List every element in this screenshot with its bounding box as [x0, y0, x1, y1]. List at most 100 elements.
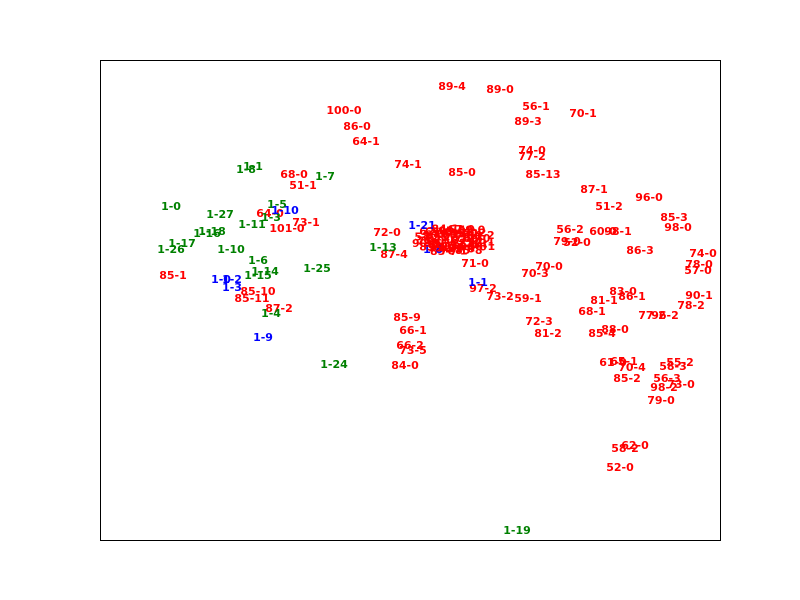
cluster-point-label: 85-7 — [430, 245, 458, 258]
point-label: 1-27 — [206, 208, 234, 221]
point-label: 86-3 — [626, 244, 654, 257]
cluster-point-label: 76-1 — [455, 230, 483, 243]
point-label: 1-3 — [222, 281, 242, 294]
cluster-point-label: 75-0 — [417, 234, 445, 247]
point-label: 60-0 — [589, 225, 617, 238]
point-label: 73-2 — [486, 290, 514, 303]
point-label: 84-0 — [391, 359, 419, 372]
point-label: 101-0 — [269, 222, 305, 235]
point-label: 78-2 — [677, 299, 705, 312]
point-label: 98-2 — [650, 381, 678, 394]
point-label: 90-1 — [685, 289, 713, 302]
cluster-point-label: 67-0 — [447, 223, 475, 236]
point-label: 52-0 — [563, 236, 591, 249]
cluster-point-label: 85-8 — [455, 244, 483, 257]
point-label: 1-1 — [243, 160, 263, 173]
point-label: 77-2 — [518, 150, 546, 163]
point-label: 1-0 — [161, 200, 181, 213]
point-label: 1-8 — [423, 243, 443, 256]
point-label: 1-25 — [303, 262, 331, 275]
point-label: 70-1 — [569, 107, 597, 120]
point-label: 55-2 — [666, 356, 694, 369]
point-label: 61-0 — [599, 356, 627, 369]
point-label: 77-2 — [638, 309, 666, 322]
cluster-point-label: 89-2 — [467, 229, 495, 242]
cluster-point-label: 95-0 — [438, 224, 466, 237]
point-label: 1-16 — [193, 227, 221, 240]
point-label: 56-2 — [556, 223, 584, 236]
point-label: 65-1 — [610, 355, 638, 368]
cluster-point-label: 99-0 — [450, 226, 478, 239]
point-label: 70-3 — [521, 267, 549, 280]
point-label: 68-1 — [578, 305, 606, 318]
cluster-point-label: 94-0 — [459, 240, 487, 253]
cluster-point-label: 84-1 — [431, 223, 459, 236]
point-label: 1-26 — [157, 243, 185, 256]
point-label: 1-9 — [253, 331, 273, 344]
point-label: 66-1 — [399, 324, 427, 337]
point-label: 85-3 — [660, 211, 688, 224]
point-label: 1-8 — [236, 163, 256, 176]
point-label: 86-0 — [343, 120, 371, 133]
point-label: 64-1 — [352, 135, 380, 148]
point-label: 1-1 — [468, 276, 488, 289]
cluster-point-label: 85-5 — [423, 237, 451, 250]
point-label: 85-13 — [525, 168, 560, 181]
point-label: 1-5 — [267, 198, 287, 211]
point-label: 71-0 — [461, 257, 489, 270]
point-label: 1-10 — [271, 204, 299, 217]
point-label: 1-10 — [217, 243, 245, 256]
point-label: 87-4 — [380, 248, 408, 261]
point-label: 1-4 — [261, 307, 281, 320]
point-label: 1-15 — [244, 269, 272, 282]
point-label: 79-0 — [647, 394, 675, 407]
plot-frame — [100, 60, 721, 541]
point-label: 1-24 — [320, 358, 348, 371]
point-label: 83-0 — [609, 285, 637, 298]
cluster-point-label: 90-0 — [412, 237, 440, 250]
point-label: 96-0 — [635, 191, 663, 204]
point-label: 87-1 — [580, 183, 608, 196]
point-label: 85-10 — [240, 285, 276, 298]
point-label: 58-2 — [611, 442, 639, 455]
point-label: 73-5 — [399, 344, 427, 357]
point-label: 85-1 — [159, 269, 187, 282]
cluster-point-label: 88-1 — [433, 227, 461, 240]
cluster-point-label: 97-1 — [467, 236, 495, 249]
point-label: 78-0 — [685, 258, 713, 271]
point-label: 1-18 — [198, 225, 226, 238]
point-label: 1-11 — [238, 218, 266, 231]
cluster-point-label: 91-0 — [447, 242, 475, 255]
point-label: 56-1 — [522, 100, 550, 113]
cluster-point-label: 57-1 — [414, 230, 442, 243]
point-label: 62-0 — [419, 225, 447, 238]
point-label: 1-7 — [315, 170, 335, 183]
cluster-point-label: 63-0 — [442, 229, 470, 242]
point-label: 85-4 — [588, 327, 616, 340]
point-label: 81-1 — [590, 294, 618, 307]
point-label: 56-3 — [653, 372, 681, 385]
cluster-point-label: 92-0 — [437, 241, 465, 254]
cluster-point-label: 65-0 — [425, 226, 453, 239]
cluster-point-label: 80-0 — [423, 230, 451, 243]
point-label: 70-0 — [535, 260, 563, 273]
point-label: 72-0 — [373, 226, 401, 239]
cluster-point-label: 83-1 — [419, 240, 447, 253]
point-label: 85-2 — [613, 372, 641, 385]
point-label: 1-6 — [248, 254, 268, 267]
cluster-point-label: 87-0 — [451, 234, 479, 247]
point-label: 1-2 — [222, 273, 242, 286]
point-label: 1-3 — [261, 211, 281, 224]
cluster-point-label: 59-0 — [458, 223, 486, 236]
point-label: 57-0 — [684, 264, 712, 277]
point-label: 87-2 — [265, 302, 293, 315]
point-label: 1-13 — [369, 241, 397, 254]
point-label: 85-9 — [393, 311, 421, 324]
cluster-point-label: 78-1 — [440, 245, 468, 258]
cluster-point-label: 93-0 — [428, 242, 456, 255]
point-label: 97-2 — [469, 282, 497, 295]
point-label: 85-11 — [234, 292, 269, 305]
point-label: 51-1 — [289, 179, 317, 192]
point-label: 70-4 — [618, 361, 646, 374]
